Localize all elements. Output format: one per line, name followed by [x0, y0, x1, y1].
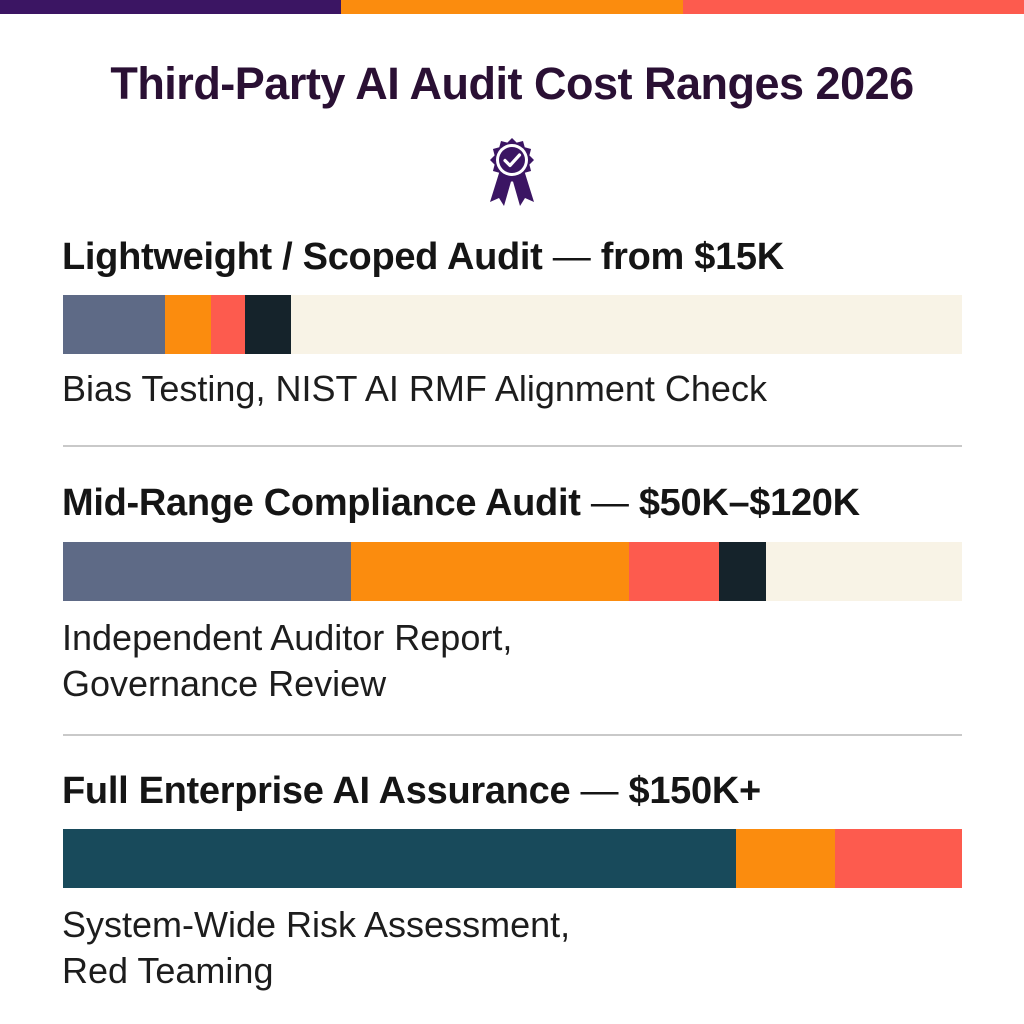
description-line: Red Teaming [62, 950, 274, 991]
cost-bar-mid-range [63, 542, 962, 601]
bar-segment-3 [211, 295, 246, 354]
bar-segment-2 [736, 829, 836, 888]
description-line: System-Wide Risk Assessment, [62, 904, 571, 945]
top-color-stripe [0, 0, 1024, 14]
chart-title: Third-Party AI Audit Cost Ranges 2026 [110, 58, 914, 109]
bar-segment-1 [63, 542, 351, 601]
tier-price: $50K–$120K [638, 482, 860, 524]
description-line: Bias Testing, NIST AI RMF Alignment Chec… [62, 368, 767, 409]
separator-dash: — [542, 236, 601, 278]
stripe-segment-orange [341, 0, 683, 14]
tier-heading-enterprise: Full Enterprise AI Assurance — $150K+ [62, 770, 761, 813]
tier-description-lightweight: Bias Testing, NIST AI RMF Alignment Chec… [62, 366, 962, 412]
award-ribbon-check-icon [490, 138, 534, 206]
tier-price: from $15K [600, 236, 784, 278]
tier-heading-lightweight: Lightweight / Scoped Audit — from $15K [62, 236, 784, 279]
description-line: Governance Review [62, 663, 387, 704]
separator-dash: — [580, 482, 639, 524]
stripe-segment-purple [0, 0, 342, 14]
tier-name: Lightweight / Scoped Audit [62, 236, 543, 278]
bar-segment-1 [63, 295, 166, 354]
bar-segment-4 [719, 542, 766, 601]
bar-segment-2 [350, 542, 630, 601]
tier-name: Mid-Range Compliance Audit [62, 482, 581, 524]
bar-segment-1 [63, 829, 737, 888]
section-divider [63, 445, 962, 447]
stripe-segment-coral [682, 0, 1024, 14]
tier-description-enterprise: System-Wide Risk Assessment, Red Teaming [62, 902, 962, 994]
bar-segment-3 [835, 829, 962, 888]
separator-dash: — [570, 770, 629, 812]
cost-bar-enterprise [63, 829, 962, 888]
bar-segment-2 [165, 295, 212, 354]
tier-price: $150K+ [628, 770, 762, 812]
bar-segment-3 [629, 542, 720, 601]
tier-description-mid-range: Independent Auditor Report, Governance R… [62, 615, 962, 707]
cost-bar-lightweight [63, 295, 962, 354]
tier-name: Full Enterprise AI Assurance [62, 770, 571, 812]
tier-heading-mid-range: Mid-Range Compliance Audit — $50K–$120K [62, 482, 860, 525]
description-line: Independent Auditor Report, [62, 617, 513, 658]
section-divider [63, 734, 962, 736]
bar-segment-4 [245, 295, 292, 354]
